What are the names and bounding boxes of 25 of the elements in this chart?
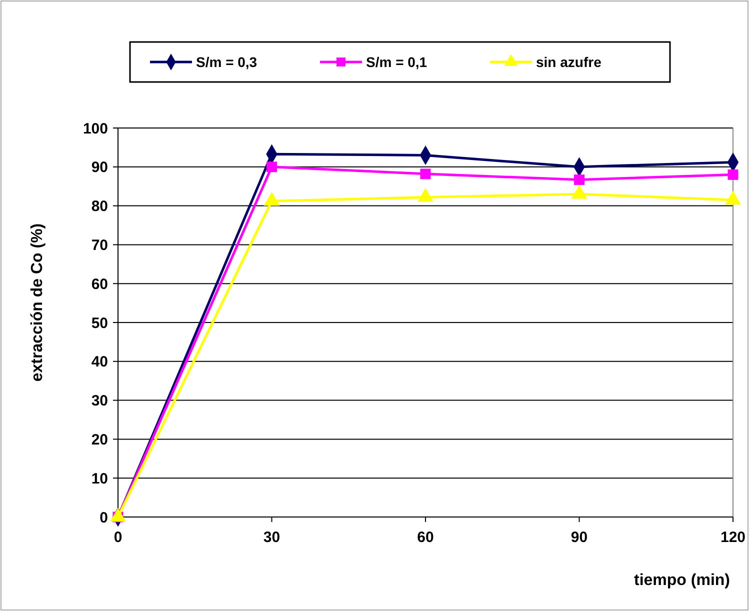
point [266,162,277,172]
y-tick-label: 50 [91,314,108,332]
point [728,169,738,180]
y-tick-label: 40 [91,354,108,371]
y-tick-label: 60 [91,276,108,293]
y-tick-label: 20 [91,431,108,448]
y-axis-title: extracción de Co (%) [29,223,46,382]
y-tick-label: 30 [91,392,108,410]
legend-label: S/m = 0,3 [196,54,258,70]
y-tick-label: 70 [91,236,108,254]
y-tick-label: 90 [91,159,108,176]
point [574,174,584,185]
point [420,168,431,180]
x-axis-title: tiempo (min) [634,572,730,589]
x-tick-label: 90 [570,529,588,546]
x-tick-label: 120 [720,529,746,546]
y-tick-label: 100 [82,120,108,138]
legend-label: sin azufre [536,54,602,70]
x-tick-label: 0 [114,529,122,546]
y-tick-label: 80 [91,198,108,216]
y-tick-label: 10 [91,470,108,488]
x-tick-label: 30 [263,529,280,546]
y-tick-label: 0 [100,509,108,526]
legend-label: S/m = 0,1 [366,54,428,70]
x-tick-label: 60 [417,529,434,546]
